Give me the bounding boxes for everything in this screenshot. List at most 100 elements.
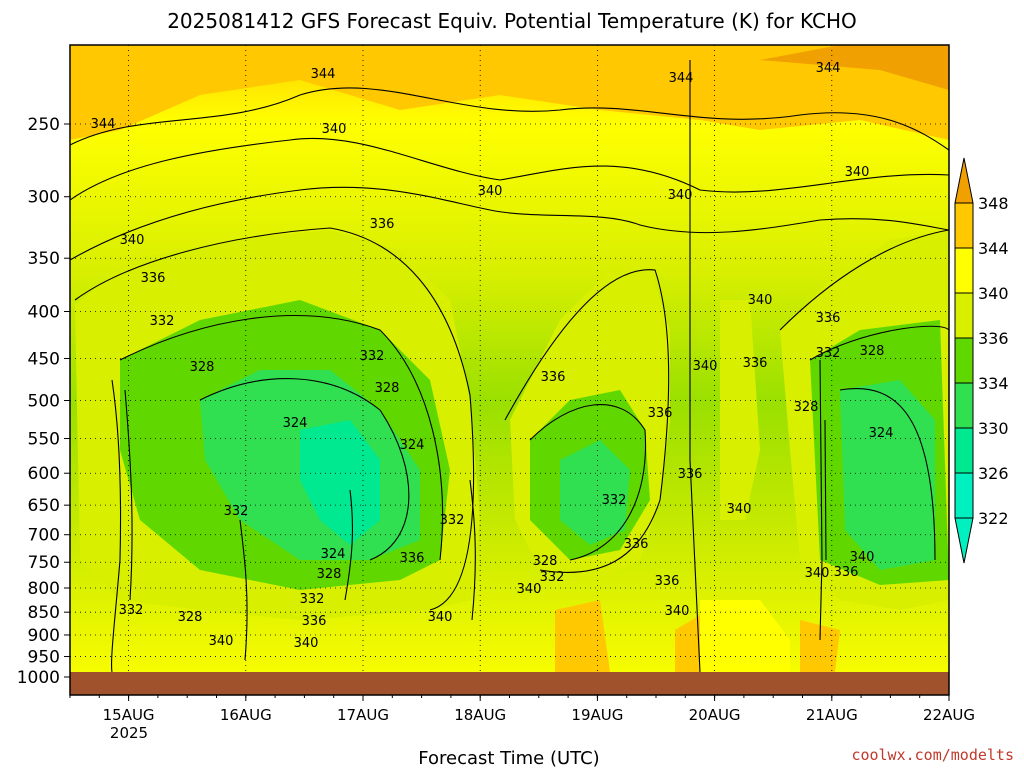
y-tick-label: 800 [28, 579, 60, 599]
contour-label: 340 [209, 634, 234, 649]
colorbar-segment [954, 337, 974, 384]
surface-band [70, 672, 949, 695]
contour-label: 328 [190, 360, 215, 375]
contour-label: 340 [693, 359, 718, 374]
colorbar-label: 336 [978, 329, 1009, 348]
y-tick-label: 650 [28, 496, 60, 516]
contour-label: 336 [678, 467, 703, 482]
contour-line [809, 325, 949, 361]
contour-label: 324 [869, 426, 894, 441]
contour-line [819, 359, 823, 641]
y-tick-label: 300 [28, 188, 60, 208]
contour-label: 336 [834, 565, 859, 580]
field-region [300, 420, 380, 545]
contour-label: 328 [533, 554, 558, 569]
contour-label: 340 [845, 165, 870, 180]
contour-label: 332 [119, 603, 144, 618]
contour-label: 336 [655, 574, 680, 589]
contour-label: 332 [540, 570, 565, 585]
field-region [700, 600, 790, 672]
contour-label: 328 [178, 610, 203, 625]
contour-label: 340 [478, 184, 503, 199]
contour-label: 336 [624, 537, 649, 552]
colorbar-top-arrow [954, 157, 974, 204]
contour-line [469, 479, 476, 621]
contour-line [124, 389, 133, 601]
x-year-label: 2025 [110, 724, 148, 742]
chart-title: 2025081412 GFS Forecast Equiv. Potential… [167, 9, 857, 33]
contour-label: 344 [311, 67, 336, 82]
contour-label: 328 [860, 344, 885, 359]
x-tick-label: 21AUG [806, 706, 858, 724]
watermark: coolwx.com/modelts [851, 746, 1014, 764]
colorbar-label: 348 [978, 194, 1009, 213]
contour-label: 336 [400, 551, 425, 566]
colorbar-segment [954, 247, 974, 294]
contour-lines [70, 60, 949, 673]
contour-label: 340 [665, 604, 690, 619]
contour-line [779, 229, 949, 331]
field-region [560, 440, 630, 545]
x-tick-label: 15AUG [103, 706, 155, 724]
contour-label: 336 [141, 271, 166, 286]
contour-line [239, 519, 248, 661]
y-tick-label: 600 [28, 464, 60, 484]
x-tick-label: 19AUG [571, 706, 623, 724]
contour-line [119, 315, 444, 561]
field-region [760, 45, 949, 90]
field-region [800, 620, 840, 672]
y-tick-label: 950 [28, 648, 60, 668]
colorbar-label: 326 [978, 464, 1009, 483]
y-tick-label: 900 [28, 626, 60, 646]
colorbar-segment [954, 382, 974, 429]
contour-line [839, 388, 936, 561]
y-axis: 250 300 350 400 450 500 550 600 650 700 750 800 850 9… [17, 115, 70, 688]
contour-label: 344 [669, 71, 694, 86]
contour-label: 336 [816, 311, 841, 326]
y-tick-label: 450 [28, 349, 60, 369]
contour-line [824, 419, 827, 561]
contour-line [111, 379, 122, 673]
y-tick-label: 1000 [17, 668, 60, 688]
y-tick-label: 850 [28, 603, 60, 623]
contour-label: 340 [294, 636, 319, 651]
field-region [840, 380, 935, 570]
contour-label: 324 [400, 438, 425, 453]
contour-label: 340 [727, 502, 752, 517]
colorbar-segment [954, 427, 974, 474]
field-region [555, 600, 610, 672]
y-tick-label: 350 [28, 249, 60, 269]
x-tick-label: 18AUG [454, 706, 506, 724]
y-tick-label: 700 [28, 526, 60, 546]
contour-line [344, 489, 354, 601]
contour-label: 344 [816, 61, 841, 76]
contour-line [689, 60, 701, 673]
contour-line [74, 227, 475, 611]
contour-label: 340 [322, 122, 347, 137]
contour-label: 328 [375, 381, 400, 396]
y-tick-label: 250 [28, 115, 60, 135]
contour-label: 332 [602, 493, 627, 508]
contour-line [70, 87, 949, 151]
contour-label: 340 [428, 610, 453, 625]
contour-label: 328 [317, 567, 342, 582]
contour-label: 336 [743, 356, 768, 371]
contour-label: 340 [805, 566, 830, 581]
contour-label: 328 [794, 400, 819, 415]
y-tick-label: 400 [28, 302, 60, 322]
contour-line [199, 378, 410, 561]
x-tick-label: 16AUG [220, 706, 272, 724]
colorbar-label: 330 [978, 419, 1009, 438]
contour-label: 340 [668, 188, 693, 203]
contour-label: 324 [321, 547, 346, 562]
colorbar-bottom-arrow [954, 517, 974, 564]
colorbar-segment [954, 472, 974, 519]
colorbar-label: 340 [978, 284, 1009, 303]
field-region [70, 45, 949, 140]
colorbar-label: 344 [978, 239, 1009, 258]
y-tick-label: 550 [28, 430, 60, 450]
field-region [720, 300, 760, 520]
contour-label: 336 [302, 614, 327, 629]
contour-label: 340 [120, 233, 145, 248]
